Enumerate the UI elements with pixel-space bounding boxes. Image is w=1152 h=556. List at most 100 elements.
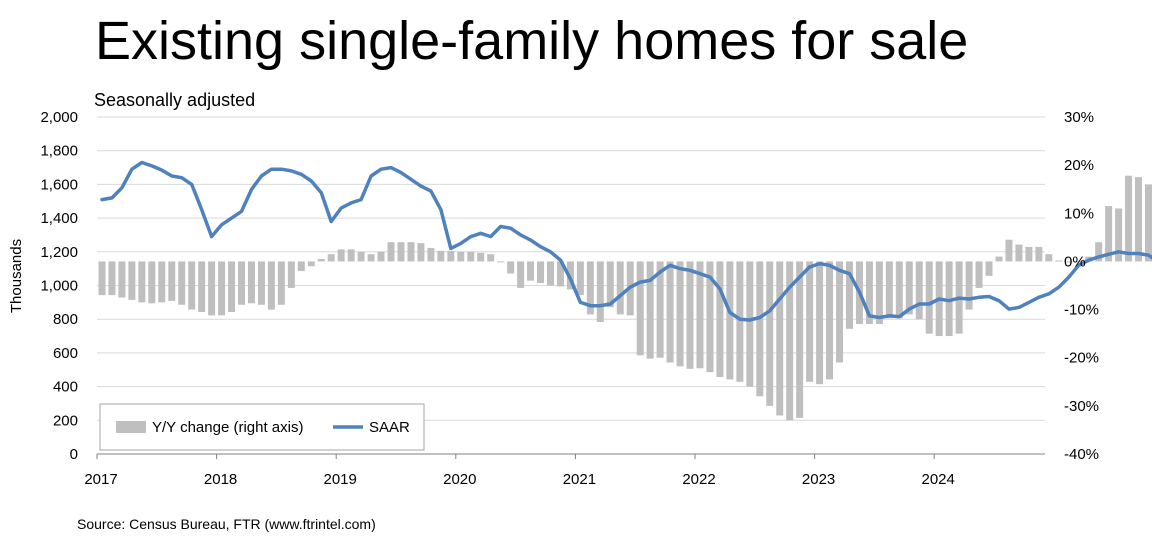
yoy-bar [387, 242, 395, 262]
yoy-bar [666, 261, 674, 363]
yoy-bar [208, 261, 216, 316]
yoy-bar [178, 261, 186, 305]
yoy-bar [517, 261, 525, 288]
yoy-bar [636, 261, 644, 356]
yoy-bar [1105, 206, 1113, 262]
legend-label-yoy: Y/Y change (right axis) [152, 419, 303, 436]
yoy-bar [367, 254, 375, 262]
left-tick-label: 400 [53, 379, 78, 396]
right-axis-tick-labels: -40% -30% -20% -10% 0% 10% 20% 30% [1064, 109, 1099, 463]
yoy-bar [228, 261, 236, 312]
yoy-bar [836, 261, 844, 363]
yoy-bar [826, 261, 834, 380]
x-tick-label: 2024 [922, 471, 955, 488]
yoy-bar [537, 261, 545, 284]
left-tick-label: 800 [53, 311, 78, 328]
yoy-bar [816, 261, 824, 385]
yoy-bar [1075, 261, 1083, 263]
yoy-bar [287, 261, 295, 288]
left-tick-label: 0 [70, 446, 78, 463]
yoy-bar [1144, 184, 1152, 262]
left-tick-label: 600 [53, 345, 78, 362]
yoy-bar [845, 261, 853, 329]
right-tick-label: -20% [1064, 350, 1099, 367]
yoy-bar [676, 261, 684, 367]
yoy-bar [467, 251, 475, 262]
yoy-bar [1135, 177, 1143, 262]
yoy-bar [437, 250, 445, 262]
legend-label-saar: SAAR [369, 419, 410, 436]
left-tick-label: 1,800 [40, 143, 78, 160]
yoy-bar [138, 261, 146, 303]
yoy-bar [616, 261, 624, 315]
yoy-bar [457, 251, 465, 262]
yoy-bar [885, 261, 893, 319]
yoy-bar [1115, 208, 1123, 262]
x-tick-label: 2017 [84, 471, 117, 488]
yoy-bar [218, 261, 226, 316]
legend-box [99, 403, 425, 451]
yoy-bar [297, 261, 305, 272]
yoy-bar [238, 261, 246, 305]
yoy-bar [965, 261, 973, 310]
yoy-bar [188, 261, 196, 310]
x-tick-label: 2022 [682, 471, 715, 488]
yoy-bar [247, 261, 255, 304]
yoy-bar [915, 261, 923, 320]
right-tick-label: -40% [1064, 446, 1099, 463]
chart-subtitle: Seasonally adjusted [94, 90, 256, 110]
yoy-bar [716, 261, 724, 377]
right-tick-label: -10% [1064, 302, 1099, 319]
yoy-bar [656, 261, 664, 358]
yoy-bar [546, 261, 554, 286]
yoy-bars [98, 175, 1152, 421]
yoy-bar [447, 250, 455, 262]
x-tick-label: 2020 [443, 471, 476, 488]
left-tick-label: 200 [53, 412, 78, 429]
yoy-bar [128, 261, 136, 300]
left-tick-label: 1,400 [40, 210, 78, 227]
yoy-bar [1125, 175, 1133, 262]
yoy-bar [586, 261, 594, 315]
yoy-bar [796, 261, 804, 418]
yoy-bar [148, 261, 156, 304]
yoy-bar [377, 251, 385, 262]
yoy-bar [1065, 261, 1073, 263]
yoy-bar [168, 261, 176, 301]
yoy-bar [726, 261, 734, 380]
yoy-bar [596, 261, 604, 323]
yoy-bar [277, 261, 285, 305]
yoy-bar [337, 249, 345, 262]
left-tick-label: 1,200 [40, 244, 78, 261]
x-tick-label: 2018 [204, 471, 237, 488]
source-note: Source: Census Bureau, FTR (www.ftrintel… [77, 516, 376, 532]
yoy-bar [875, 261, 883, 325]
x-tick-label: 2021 [563, 471, 596, 488]
x-tick-label: 2023 [802, 471, 835, 488]
yoy-bar [1015, 244, 1023, 262]
legend-bar-swatch [116, 421, 146, 433]
yoy-bar [198, 261, 206, 312]
chart-title: Existing single-family homes for sale [95, 11, 969, 71]
yoy-bar [477, 252, 485, 262]
yoy-bar [1025, 246, 1033, 262]
yoy-bar [307, 261, 315, 267]
yoy-bar [1035, 246, 1043, 262]
left-tick-label: 1,000 [40, 278, 78, 295]
yoy-bar [556, 261, 564, 287]
yoy-bar [576, 261, 584, 296]
yoy-bar [706, 261, 714, 373]
yoy-bar [1095, 242, 1103, 262]
yoy-bar [945, 261, 953, 337]
gridlines [97, 116, 1045, 421]
yoy-bar [806, 261, 814, 382]
yoy-bar [357, 251, 365, 262]
yoy-bar [746, 261, 754, 387]
yoy-bar [257, 261, 265, 305]
left-tick-label: 2,000 [40, 109, 78, 126]
right-tick-label: 0% [1064, 253, 1086, 270]
yoy-bar [865, 261, 873, 325]
yoy-bar [108, 261, 116, 296]
yoy-bar [507, 261, 515, 274]
